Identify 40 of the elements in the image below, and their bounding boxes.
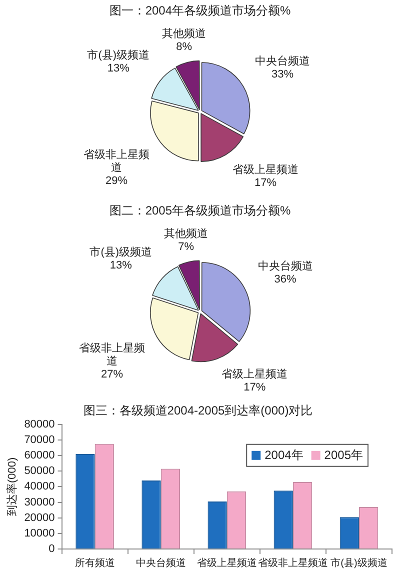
x-tick-label: 市(县)级频道 <box>330 556 388 569</box>
data-label: 29% <box>105 174 128 187</box>
y-tick-label: 50000 <box>24 465 55 478</box>
slice-label: 市(县)级频道 <box>87 48 150 62</box>
slice-label: 其他频道 <box>164 226 208 240</box>
x-tick-label: 所有频道 <box>74 556 115 569</box>
slice-label: 省级非上星频道 <box>79 342 145 368</box>
y-tick-label: 30000 <box>24 496 55 508</box>
y-tick-label: 70000 <box>24 434 55 446</box>
data-label: 17% <box>254 176 277 189</box>
data-label: 7% <box>178 240 194 253</box>
y-tick-label: 20000 <box>24 512 55 524</box>
y-tick-label: 40000 <box>24 480 55 493</box>
legend-label: 2005年 <box>324 448 364 462</box>
chart-title: 图三：各级频道2004-2005到达率(000)对比 <box>83 404 313 418</box>
slice-label: 省级上星频道 <box>232 162 299 176</box>
slice-label: 省级上星频道 <box>222 368 288 381</box>
data-label: 8% <box>176 41 192 54</box>
slice-label: 其他频道 <box>162 27 206 40</box>
y-tick-label: 10000 <box>24 527 55 540</box>
data-label: 17% <box>244 382 266 394</box>
slice-label: 市(县)级频道 <box>90 246 152 259</box>
legend-label: 2004年 <box>264 448 304 462</box>
data-label: 33% <box>271 68 294 81</box>
y-tick-label: 0 <box>48 543 55 556</box>
data-label: 36% <box>274 274 297 286</box>
x-tick-label: 省级非上星频道 <box>258 556 328 569</box>
chart-title: 图二：2005年各级频道市场分额% <box>109 204 292 218</box>
slice-label: 省级非上星频道 <box>84 148 150 174</box>
y-tick-label: 80000 <box>24 418 55 430</box>
data-label: 27% <box>100 368 124 381</box>
data-label: 13% <box>110 260 132 272</box>
y-tick-label: 60000 <box>24 450 55 462</box>
x-tick-label: 中央台频道 <box>136 556 186 569</box>
slice-label: 中央台频道 <box>258 260 313 273</box>
x-tick-label: 省级上星频道 <box>196 556 257 569</box>
chart-title: 图一：2004年各级频道市场分额% <box>109 4 292 18</box>
slice-label: 中央台频道 <box>255 54 310 68</box>
y-axis-title: 到达率(000) <box>6 457 19 516</box>
data-label: 13% <box>107 62 130 75</box>
